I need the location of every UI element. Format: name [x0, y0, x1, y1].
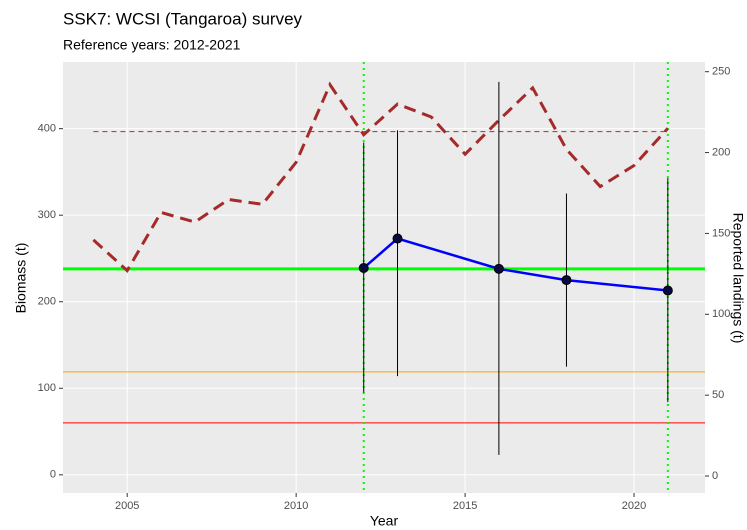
- y2-tick-label: 150: [712, 227, 730, 239]
- point: [561, 275, 572, 286]
- x-tick-label: 2010: [284, 500, 308, 512]
- y2-tick-label: 0: [712, 470, 718, 482]
- x-axis-title: Year: [370, 513, 399, 529]
- series-line: [92, 81, 669, 273]
- y-axis-title: Biomass (t): [13, 243, 29, 314]
- y2-tick-label: 200: [712, 146, 730, 158]
- y-tick-label: 100: [38, 382, 56, 394]
- y-tick-label: 300: [38, 209, 56, 221]
- point: [493, 263, 504, 274]
- y2-tick-label: 250: [712, 66, 730, 78]
- plot-background: [63, 62, 705, 493]
- point: [392, 233, 403, 244]
- x-tick-label: 2020: [622, 500, 646, 512]
- y-tick-label: 200: [38, 296, 56, 308]
- y-tick-label: 400: [38, 123, 56, 135]
- point: [358, 262, 369, 273]
- x-tick-label: 2015: [453, 500, 477, 512]
- y-tick-label: 0: [50, 469, 56, 481]
- x-tick-label: 2005: [115, 500, 139, 512]
- y2-tick-label: 50: [712, 389, 724, 401]
- y2-axis-title: Reported landings (t): [730, 213, 746, 344]
- chart-title: SSK7: WCSI (Tangaroa) survey: [63, 9, 303, 28]
- y2-tick-label: 100: [712, 308, 730, 320]
- point: [662, 285, 673, 296]
- chart-subtitle: Reference years: 2012-2021: [63, 37, 241, 53]
